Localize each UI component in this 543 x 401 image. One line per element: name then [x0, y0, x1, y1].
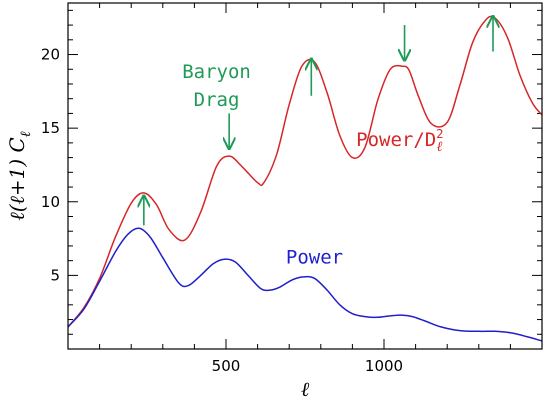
x-tick-label: 1000	[365, 357, 403, 375]
x-axis-label: ℓ	[301, 377, 310, 401]
power-curve	[67, 227, 543, 342]
chart-labels: Baryon Drag Power/D2 ℓ Power	[182, 61, 443, 269]
annotation-arrows	[144, 16, 493, 226]
x-tick-label: 500	[212, 357, 241, 375]
baryon-drag-label: Drag	[194, 89, 240, 111]
series-label-name: Power	[286, 247, 343, 269]
series-label-subscript: ℓ	[436, 139, 442, 155]
series-label-name: Power/D	[356, 129, 436, 151]
series-label: Power/D2 ℓ	[356, 127, 443, 155]
series-lines	[67, 15, 543, 342]
y-axis-label-subscript: ℓ	[18, 131, 34, 137]
y-tick-label: 5	[50, 266, 60, 284]
y-tick-label: 20	[41, 46, 60, 64]
power-damped-curve	[67, 15, 543, 328]
y-axis-label-main: ℓ(ℓ+1) C	[5, 137, 29, 220]
y-tick-label: 15	[41, 119, 60, 137]
baryon-drag-label: Baryon	[182, 61, 251, 83]
tick-labels: 500 1000 5 10 15 20	[41, 46, 403, 375]
series-label: Power	[286, 247, 343, 269]
axis-ticks	[68, 3, 542, 349]
plot-frame	[67, 2, 543, 350]
y-axis-label: ℓ(ℓ+1) Cℓ	[5, 131, 34, 220]
series-label-superscript: 2	[436, 127, 443, 141]
y-tick-label: 10	[41, 193, 60, 211]
